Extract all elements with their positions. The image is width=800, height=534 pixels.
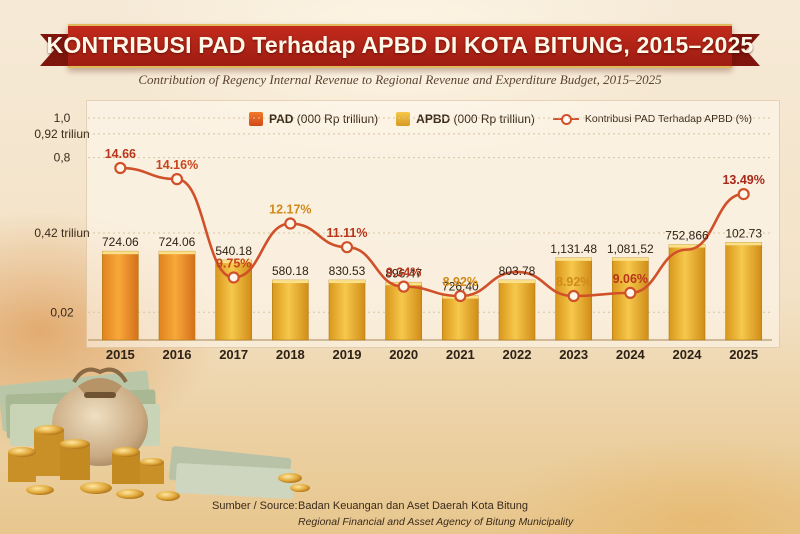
line-point xyxy=(397,280,410,293)
line-point xyxy=(114,161,127,175)
line-point xyxy=(340,241,354,254)
bar-value-label: 580.18 xyxy=(272,264,309,278)
legend-pad-unit: (000 Rp trilliun) xyxy=(296,112,379,126)
chart-legend: PAD (000 Rp trilliun) APBD (000 Rp trill… xyxy=(249,107,778,131)
x-tick-label: 2023 xyxy=(559,347,588,362)
bar-top-highlight xyxy=(159,251,195,255)
bar-top-highlight xyxy=(329,280,365,284)
coin-stacks xyxy=(8,425,310,501)
bar xyxy=(725,242,762,341)
bar-value-label: 752,866 xyxy=(665,229,709,243)
bar-top-highlight xyxy=(612,257,649,261)
line-point xyxy=(567,289,580,303)
y-tick-label: 0,42 triliun xyxy=(34,226,89,240)
bar-value-label: 726.40 xyxy=(442,280,479,294)
line-value-label: 9.06% xyxy=(613,272,648,286)
bar xyxy=(272,279,309,341)
legend-item-apbd: APBD (000 Rp trilliun) xyxy=(396,112,535,126)
x-tick-label: 2016 xyxy=(163,347,192,362)
x-tick-label: 2021 xyxy=(446,347,475,362)
legend-line-label: Kontribusi PAD Terhadap APBD (%) xyxy=(584,113,753,125)
y-tick-label: 0,02 xyxy=(50,305,74,319)
legend-apbd-label: APBD xyxy=(416,112,451,126)
bar xyxy=(102,250,139,341)
bar-top-highlight xyxy=(102,251,139,255)
source-label: Sumber / Source: xyxy=(212,500,298,512)
bar-value-label: 896.47 xyxy=(385,266,422,280)
bar-value-label: 102.73 xyxy=(725,226,762,240)
y-tick-label: 1,0 xyxy=(54,111,71,125)
bar xyxy=(442,295,479,341)
chart-title: KONTRIBUSI PAD Terhadap APBD DI KOTA BIT… xyxy=(46,31,754,58)
x-tick-label: 2019 xyxy=(333,347,362,362)
line-point xyxy=(624,286,637,299)
line-point xyxy=(227,271,240,284)
legend-item-pad: PAD (000 Rp trilliun) xyxy=(249,112,378,126)
x-tick-label: 2025 xyxy=(729,347,758,362)
apbd-swatch-icon xyxy=(396,112,411,126)
line-value-label: 14.66 xyxy=(105,147,136,161)
x-tick-label: 2015 xyxy=(106,347,135,362)
y-tick-label: 0,8 xyxy=(54,151,71,165)
bar-value-label: 803.78 xyxy=(499,264,536,278)
bar-layer xyxy=(102,242,762,341)
series-line xyxy=(120,166,744,298)
x-tick-label: 2018 xyxy=(276,347,305,362)
line-value-label: 14.16% xyxy=(156,158,198,172)
bar-value-label: 1,081,52 xyxy=(607,242,654,256)
x-tick-label: 2020 xyxy=(389,347,418,362)
line-value-label: 12.17% xyxy=(269,203,311,217)
bar-top-highlight xyxy=(215,260,252,264)
line-value-label: 9.75% xyxy=(216,256,251,270)
x-tick-label: 2022 xyxy=(503,347,532,362)
bar-value-label: 830.53 xyxy=(329,264,366,278)
line-point xyxy=(737,187,750,201)
x-tick-label: 2024 xyxy=(616,347,646,362)
bar-value-label: 1,131.48 xyxy=(550,242,597,256)
line-value-label: 8.92% xyxy=(443,275,478,289)
legend-item-line: Kontribusi PAD Terhadap APBD (%) xyxy=(552,112,753,126)
chart-subtitle: Contribution of Regency Internal Revenue… xyxy=(138,72,662,87)
line-marker-icon xyxy=(552,112,579,126)
legend-apbd-unit: (000 Rp trilliun) xyxy=(453,112,535,126)
bar xyxy=(158,250,196,341)
line-point xyxy=(454,289,467,303)
money-illustration xyxy=(0,367,310,501)
x-tick-label: 2017 xyxy=(219,347,248,362)
source-line: Sumber / Source:Badan Keuangan dan Aset … xyxy=(212,500,528,512)
bar-top-highlight xyxy=(272,280,309,284)
bar-value-label: 540.18 xyxy=(215,244,252,258)
bar-top-highlight xyxy=(725,242,762,246)
label-layer: 1,0 0,92 triliun 0,8 0,42 triliun 0,02 724.06… xyxy=(34,111,765,362)
line-value-label: 11.11% xyxy=(326,226,367,240)
bar-top-highlight xyxy=(669,244,705,248)
line-layer xyxy=(114,161,750,303)
line-value-label: 13.49% xyxy=(722,173,764,187)
bar-top-highlight xyxy=(499,280,535,284)
pad-swatch-icon xyxy=(249,112,263,126)
bar xyxy=(328,279,366,341)
bar xyxy=(668,244,706,341)
legend-pad-label: PAD xyxy=(269,112,294,126)
bar-value-label: 724.06 xyxy=(102,235,139,249)
bar-value-label: 724.06 xyxy=(159,235,196,249)
bar-top-highlight xyxy=(555,257,592,261)
line-point xyxy=(284,217,297,230)
source-agency: Badan Keuangan dan Aset Daerah Kota Bitu… xyxy=(298,500,528,512)
line-point xyxy=(170,173,184,186)
grid-layer xyxy=(88,117,772,341)
line-value-label: 9.34% xyxy=(386,266,421,280)
source-agency-english: Regional Financial and Asset Agency of B… xyxy=(298,516,574,528)
chart-panel xyxy=(86,100,780,348)
line-value-label: 8.92% xyxy=(556,275,591,289)
x-tick-label: 2024 xyxy=(673,347,703,362)
title-ribbon xyxy=(68,24,732,68)
bar xyxy=(498,279,536,341)
y-tick-label: 0,92 triliun xyxy=(34,127,89,141)
